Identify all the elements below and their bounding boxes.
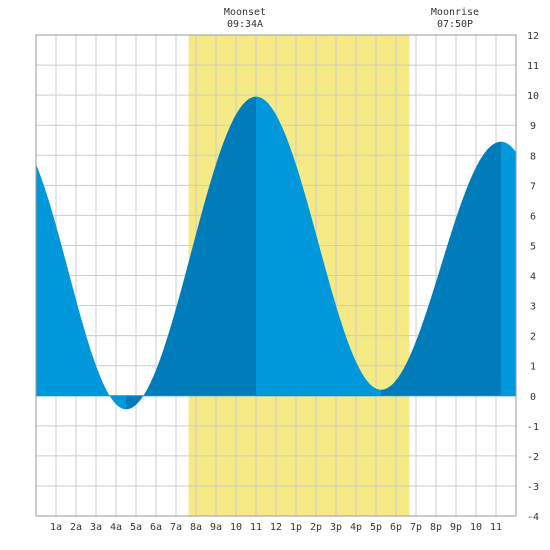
x-tick-label: 10 — [230, 522, 242, 533]
moonrise-time: 07:50P — [437, 19, 473, 30]
x-tick-label: 11 — [490, 522, 502, 533]
x-tick-label: 9p — [450, 522, 462, 533]
moonset-time: 09:34A — [227, 19, 263, 30]
y-tick-label: -2 — [527, 452, 539, 463]
x-tick-label: 3p — [330, 522, 342, 533]
x-tick-label: 7p — [410, 522, 422, 533]
x-tick-label: 5a — [130, 522, 142, 533]
x-tick-label: 2p — [310, 522, 322, 533]
y-tick-label: -4 — [527, 512, 539, 523]
x-tick-label: 3a — [90, 522, 102, 533]
y-tick-label: 10 — [527, 91, 539, 102]
tide-falling-area — [256, 96, 381, 396]
moonset-label: Moonset — [224, 7, 266, 18]
tide-falling-area — [501, 141, 516, 396]
x-tick-label: 8p — [430, 522, 442, 533]
tide-rising-area — [126, 96, 256, 410]
x-tick-label: 1a — [50, 522, 62, 533]
y-tick-label: -3 — [527, 482, 539, 493]
x-tick-label: 5p — [370, 522, 382, 533]
x-tick-label: 10 — [470, 522, 482, 533]
x-tick-label: 11 — [250, 522, 262, 533]
y-tick-label: 3 — [530, 302, 536, 313]
x-tick-label: 4a — [110, 522, 122, 533]
x-tick-label: 2a — [70, 522, 82, 533]
x-tick-label: 1p — [290, 522, 302, 533]
x-tick-label: 6a — [150, 522, 162, 533]
y-tick-label: 9 — [530, 121, 536, 132]
tide-falling-area — [36, 164, 126, 410]
plot-border — [35, 34, 517, 517]
x-tick-label: 9a — [210, 522, 222, 533]
y-tick-label: 11 — [527, 61, 539, 72]
moonrise-label: Moonrise — [431, 7, 479, 18]
x-tick-label: 6p — [390, 522, 402, 533]
y-tick-label: -1 — [527, 422, 539, 433]
y-tick-label: 12 — [527, 31, 539, 42]
x-tick-label: 12 — [270, 522, 282, 533]
y-tick-label: 4 — [530, 272, 536, 283]
y-tick-label: 6 — [530, 211, 536, 222]
y-tick-label: 8 — [530, 151, 536, 162]
y-tick-label: 7 — [530, 181, 536, 192]
x-tick-label: 7a — [170, 522, 182, 533]
x-tick-label: 4p — [350, 522, 362, 533]
tide-rising-area — [381, 141, 501, 396]
x-tick-label: 8a — [190, 522, 202, 533]
y-tick-label: 0 — [530, 392, 536, 403]
y-tick-label: 5 — [530, 241, 536, 252]
y-tick-label: 2 — [530, 332, 536, 343]
y-tick-label: 1 — [530, 362, 536, 373]
